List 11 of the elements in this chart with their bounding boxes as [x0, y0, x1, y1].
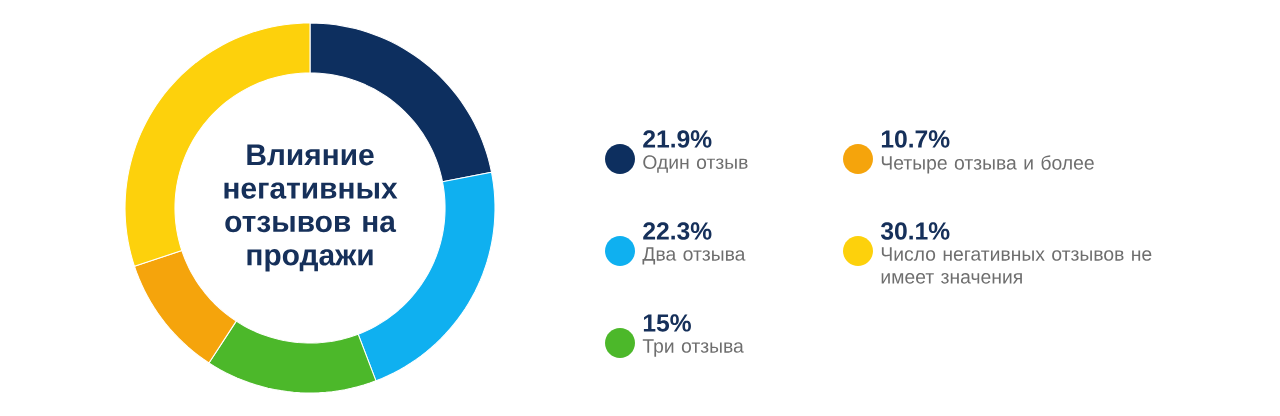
text: Влияние негативных отзывов на продажи: [224, 144, 398, 272]
legend-label: Три отзыва: [642, 339, 744, 357]
legend-label: Четыре отзыва и более: [881, 155, 1094, 174]
data-label: 10.7%: [881, 130, 950, 148]
data-label: 15%: [643, 314, 691, 332]
legend-label: Два отзыва: [642, 247, 746, 265]
data-label: 21.9%: [643, 130, 712, 148]
legend-label: Один отзыв: [643, 155, 748, 173]
data-label: 30.1%: [880, 222, 950, 240]
legend-label: Число негативных отзывов не имеет значения: [881, 247, 1152, 284]
data-label: 22.3%: [643, 222, 712, 240]
